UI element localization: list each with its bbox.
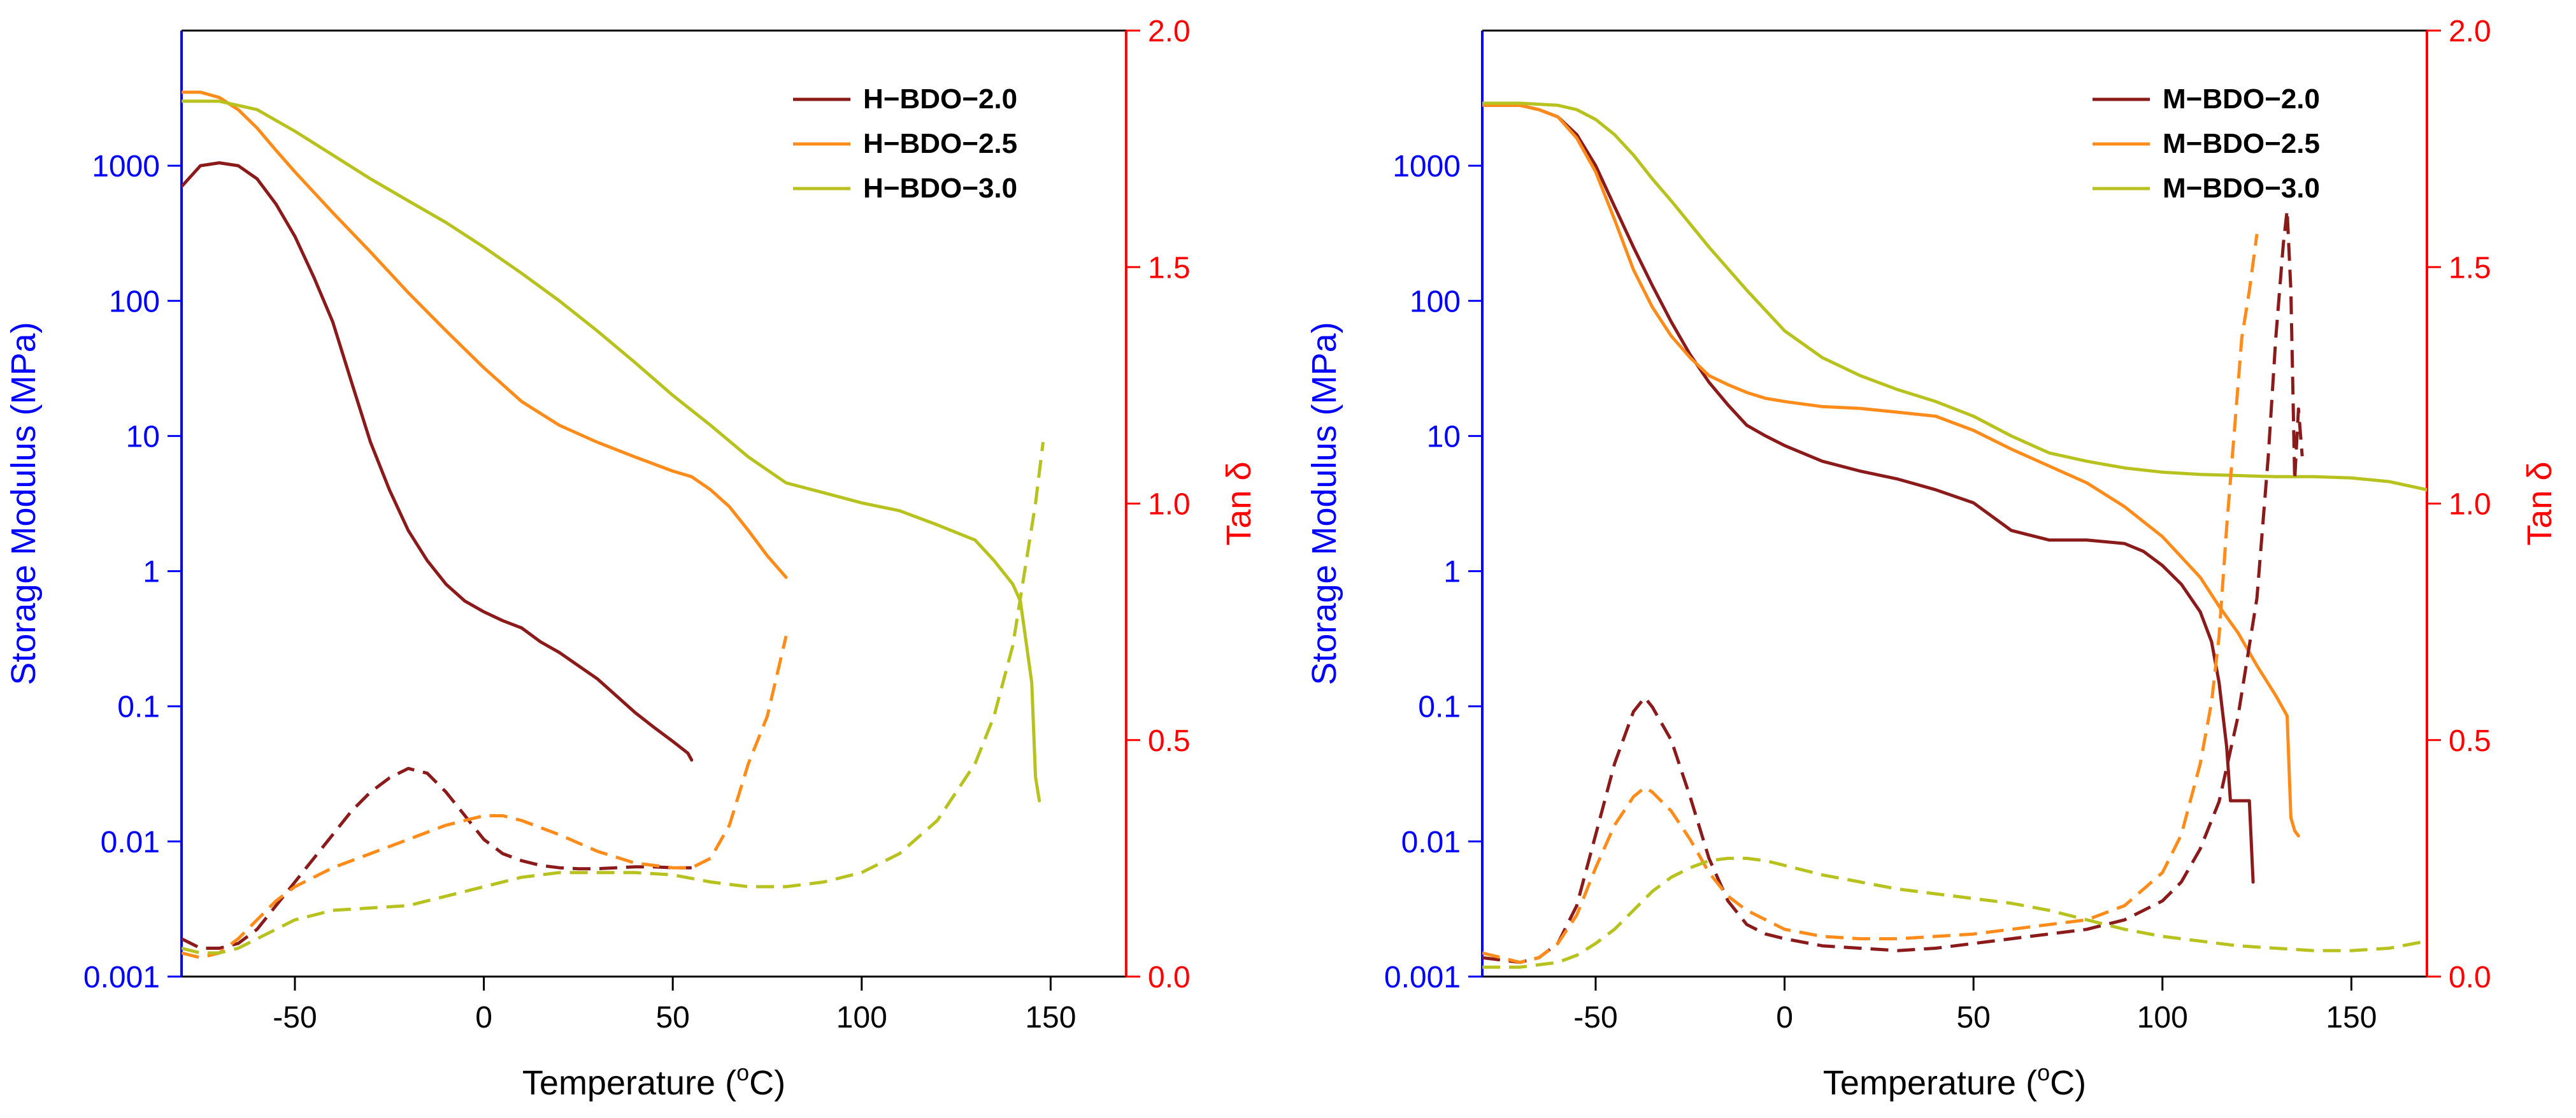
x-axis-title: Temperature (oC)	[1823, 1059, 2086, 1102]
y-left-axis-title: Storage Modulus (MPa)	[1305, 322, 1343, 685]
legend: M−BDO−2.0 M−BDO−2.5 M−BDO−3.0	[2093, 83, 2320, 204]
y-left-tick-label: 1	[1443, 555, 1461, 589]
y-right-tick-label: 2.0	[1148, 15, 1191, 48]
x-tick-label: -50	[273, 1001, 317, 1035]
x-tick-label: 150	[1025, 1001, 1076, 1035]
legend-label: H−BDO−2.5	[863, 128, 1017, 159]
y-left-tick-label: 0.1	[117, 691, 160, 724]
x-axis-title-degree: o	[2037, 1059, 2050, 1086]
legend-label: H−BDO−3.0	[863, 173, 1017, 204]
y-left-tick-label: 1	[143, 555, 160, 589]
y-right-tick-label: 1.0	[1148, 488, 1191, 522]
y-left-tick-label: 0.1	[1418, 691, 1461, 724]
y-left-tick-label: 10	[1427, 420, 1461, 454]
storage-modulus-line-H-BDO-3.0	[182, 99, 1041, 803]
storage-modulus-line-H-BDO-2.0	[182, 161, 694, 762]
x-tick-label: 0	[1776, 1001, 1793, 1035]
tan-delta-line-H-BDO-2.5	[182, 635, 788, 959]
y-right-tick-label: 1.0	[2449, 488, 2491, 522]
storage-modulus-line-M-BDO-3.0	[1482, 101, 2427, 492]
y-left-tick-label: 100	[109, 285, 160, 319]
y-right-tick-label: 0.5	[2449, 724, 2491, 758]
y-left-tick-label: 100	[1410, 285, 1461, 319]
series-group	[1482, 101, 2427, 969]
chart-panel-left: -50 0 50 100 150 0.001 0.01 0.1 1 10 100 1000 0.0 0.5…	[4, 15, 1258, 1102]
y-left-axis-title: Storage Modulus (MPa)	[4, 322, 43, 685]
y-right-tick-label: 0.0	[1148, 961, 1191, 994]
y-left-tick-label: 0.01	[101, 826, 160, 859]
y-right-tick-label: 2.0	[2449, 15, 2491, 48]
legend-label: H−BDO−2.0	[863, 83, 1017, 115]
y-right-tick-label: 0.5	[1148, 724, 1191, 758]
y-left-tick-label: 1000	[1392, 150, 1461, 183]
tan-delta-line-M-BDO-2.5	[1482, 233, 2259, 964]
y-right-tick-label: 0.0	[2449, 961, 2491, 994]
x-tick-label: 50	[655, 1001, 689, 1035]
x-tick-label: 100	[2137, 1001, 2188, 1035]
storage-modulus-line-M-BDO-2.5	[1482, 103, 2300, 838]
legend-label: M−BDO−3.0	[2163, 173, 2320, 204]
y-right-tick-label: 1.5	[1148, 251, 1191, 285]
x-tick-label: 150	[2326, 1001, 2377, 1035]
legend-label: M−BDO−2.5	[2163, 128, 2320, 159]
x-axis-title-unit: C)	[2050, 1064, 2086, 1102]
x-axis-title-main: Temperature (	[522, 1064, 736, 1102]
tan-delta-line-H-BDO-2.0	[182, 766, 692, 950]
series-group	[182, 90, 1045, 959]
x-tick-label: 100	[836, 1001, 887, 1035]
x-axis-title: Temperature (oC)	[522, 1059, 785, 1102]
x-axis-title-main: Temperature (	[1823, 1064, 2037, 1102]
y-left-tick-label: 0.01	[1401, 826, 1461, 859]
x-tick-label: -50	[1573, 1001, 1617, 1035]
x-tick-label: 50	[1956, 1001, 1990, 1035]
y-right-tick-label: 1.5	[2449, 251, 2491, 285]
chart-panel-right: -50 0 50 100 150 0.001 0.01 0.1 1 10 100 1000 0.0 0.5…	[1305, 15, 2559, 1102]
storage-modulus-line-M-BDO-2.0	[1482, 103, 2255, 884]
y-left-tick-label: 1000	[92, 150, 160, 183]
x-tick-label: 0	[475, 1001, 492, 1035]
tan-delta-line-H-BDO-3.0	[182, 441, 1045, 955]
tan-delta-line-M-BDO-2.0	[1482, 208, 2304, 964]
x-axis-title-unit: C)	[749, 1064, 785, 1102]
y-left-tick-label: 0.001	[1384, 961, 1461, 994]
x-axis-title-degree: o	[736, 1059, 749, 1086]
legend-label: M−BDO−2.0	[2163, 83, 2320, 115]
legend: H−BDO−2.0 H−BDO−2.5 H−BDO−3.0	[793, 83, 1017, 204]
y-right-axis-title: Tan δ	[2521, 461, 2559, 545]
storage-modulus-line-H-BDO-2.5	[182, 90, 788, 579]
y-left-tick-label: 0.001	[83, 961, 160, 994]
tan-delta-line-M-BDO-3.0	[1482, 856, 2427, 969]
y-left-tick-label: 10	[126, 420, 160, 454]
y-right-axis-title: Tan δ	[1220, 461, 1258, 545]
